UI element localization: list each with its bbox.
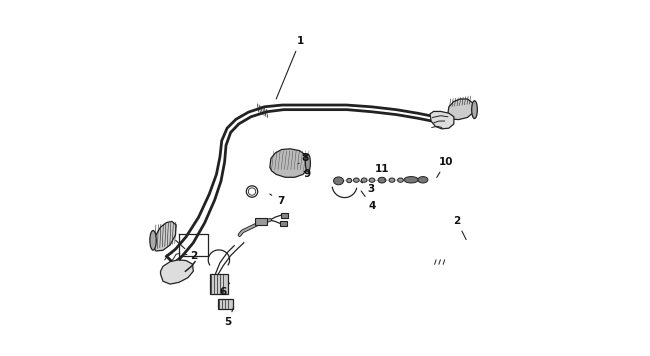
- Ellipse shape: [472, 101, 477, 119]
- FancyBboxPatch shape: [280, 221, 287, 226]
- Text: 5: 5: [224, 307, 233, 327]
- Text: 1: 1: [276, 36, 304, 99]
- Polygon shape: [448, 99, 474, 120]
- Text: 11: 11: [374, 164, 389, 180]
- Text: 2: 2: [176, 240, 197, 261]
- Ellipse shape: [389, 178, 395, 182]
- Ellipse shape: [404, 177, 418, 183]
- Ellipse shape: [418, 177, 428, 183]
- Ellipse shape: [333, 177, 343, 185]
- Text: 9: 9: [304, 169, 311, 179]
- Ellipse shape: [354, 178, 359, 182]
- Polygon shape: [270, 149, 308, 177]
- FancyBboxPatch shape: [255, 218, 266, 225]
- Polygon shape: [153, 221, 176, 251]
- Text: 6: 6: [219, 283, 229, 297]
- Text: 3: 3: [361, 182, 375, 194]
- Text: 2: 2: [453, 216, 466, 240]
- Ellipse shape: [150, 231, 156, 250]
- Polygon shape: [161, 260, 193, 284]
- Ellipse shape: [369, 178, 375, 182]
- FancyBboxPatch shape: [281, 213, 289, 218]
- Polygon shape: [430, 111, 454, 129]
- Text: 10: 10: [437, 157, 453, 177]
- Ellipse shape: [346, 178, 352, 183]
- Ellipse shape: [398, 178, 403, 182]
- FancyBboxPatch shape: [218, 299, 233, 309]
- Ellipse shape: [306, 154, 311, 172]
- Ellipse shape: [361, 178, 367, 182]
- Text: 7: 7: [270, 194, 284, 206]
- Text: 4: 4: [361, 191, 376, 211]
- Ellipse shape: [378, 177, 386, 183]
- Text: 8: 8: [298, 153, 309, 164]
- FancyBboxPatch shape: [210, 274, 228, 294]
